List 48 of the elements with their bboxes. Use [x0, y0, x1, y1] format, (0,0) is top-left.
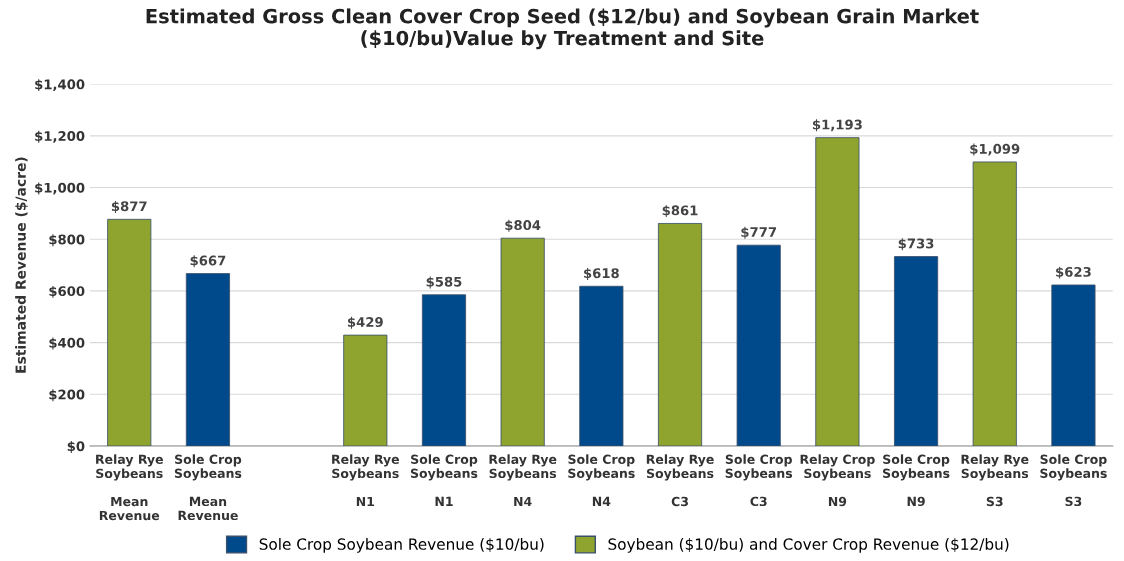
data-label: $877	[111, 201, 147, 213]
category-label: Relay Rye Soybeans Mean Revenue	[96, 454, 163, 521]
bar	[500, 237, 545, 446]
category-label: Sole Crop Soybeans N4	[568, 454, 635, 506]
bar	[185, 273, 230, 446]
bar	[579, 285, 624, 446]
category-label: Relay Rye Soybeans N4	[489, 454, 557, 507]
data-label: $804	[505, 219, 541, 232]
category-label: Sole Crop Soybeans S3	[1040, 454, 1107, 507]
bar	[657, 223, 703, 446]
data-label: $429	[347, 316, 383, 329]
y-tick-label: $1,400	[35, 79, 85, 92]
data-label: $777	[741, 226, 777, 239]
y-axis-title: Estimated Revenue ($/acre)	[15, 157, 28, 373]
data-label: $1,099	[970, 143, 1020, 156]
category-label: Relay Rye Soybeans N1	[332, 454, 399, 507]
bar	[972, 161, 1017, 446]
category-label: Relay Rye Soybeans S3	[961, 454, 1029, 507]
bar	[343, 334, 388, 446]
category-label: Sole Crop Soybeans N9	[882, 454, 950, 507]
data-label: $623	[1056, 266, 1091, 279]
bar	[1051, 284, 1096, 446]
data-label: $585	[426, 276, 462, 289]
y-tick-label: $0	[67, 440, 85, 453]
category-label: Relay Crop Soybeans N9	[800, 454, 875, 507]
y-tick-label: $1,200	[35, 130, 85, 143]
data-label: $861	[662, 205, 698, 218]
y-tick-label: $400	[49, 337, 85, 350]
category-label: Relay Rye Soybeans C3	[646, 454, 714, 507]
y-tick-label: $800	[49, 234, 85, 247]
y-tick-label: $600	[49, 285, 85, 298]
y-tick-label: $200	[49, 389, 85, 402]
data-label: $618	[584, 267, 619, 280]
chart-title: Estimated Gross Clean Cover Crop Seed ($12/bu) and Soybean Grain Market ($10/bu)Value by Treatment and Site	[146, 8, 979, 50]
bar	[894, 256, 939, 446]
bar	[421, 294, 467, 446]
data-label: $667	[190, 255, 226, 268]
data-label: $1,193	[812, 119, 862, 132]
category-label: Sole Crop Soybeans C3	[725, 454, 793, 507]
y-tick-label: $1,000	[35, 182, 85, 195]
bar	[107, 218, 152, 446]
bar	[736, 244, 781, 446]
bar	[815, 137, 860, 446]
category-label: Sole Crop Soybeans Mean Revenue	[174, 454, 242, 521]
legend-label: Soybean ($10/bu) and Cover Crop Revenue ($12/bu)	[608, 538, 1009, 553]
legend-label: Sole Crop Soybean Revenue ($10/bu)	[259, 538, 544, 553]
data-label: $733	[898, 238, 934, 251]
category-label: Sole Crop Soybeans N1	[410, 454, 478, 506]
